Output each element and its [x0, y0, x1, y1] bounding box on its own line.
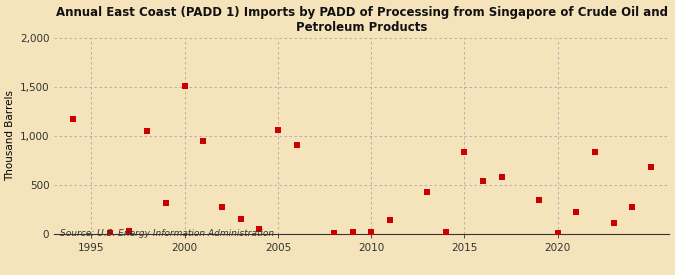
Point [198, 138, 209, 143]
Point [68, 116, 78, 121]
Point [589, 150, 600, 154]
Point [384, 218, 395, 222]
Point [329, 231, 340, 235]
Point [347, 230, 358, 235]
Point [273, 128, 284, 133]
Point [142, 129, 153, 133]
Y-axis label: Thousand Barrels: Thousand Barrels [5, 90, 16, 181]
Point [645, 165, 656, 169]
Text: Source: U.S. Energy Information Administration: Source: U.S. Energy Information Administ… [60, 229, 275, 238]
Point [552, 231, 563, 235]
Point [161, 201, 171, 206]
Point [496, 175, 507, 180]
Point [366, 230, 377, 234]
Point [124, 229, 134, 233]
Point [105, 231, 115, 235]
Point [478, 179, 489, 183]
Point [571, 210, 582, 214]
Title: Annual East Coast (PADD 1) Imports by PADD of Processing from Singapore of Crude: Annual East Coast (PADD 1) Imports by PA… [56, 6, 668, 34]
Point [291, 143, 302, 147]
Point [217, 205, 227, 210]
Point [236, 217, 246, 221]
Point [440, 230, 451, 235]
Point [608, 221, 619, 225]
Point [180, 83, 190, 88]
Point [533, 198, 544, 202]
Point [422, 189, 433, 194]
Point [627, 205, 638, 209]
Point [254, 227, 265, 231]
Point [459, 150, 470, 154]
